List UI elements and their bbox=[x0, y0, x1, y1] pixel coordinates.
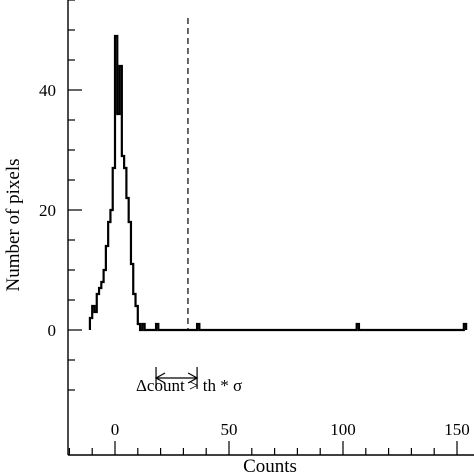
interval-arrow bbox=[154, 367, 199, 389]
x-tick-label: 0 bbox=[111, 420, 120, 439]
y-axis-ticks: 0 20 40 bbox=[39, 0, 82, 391]
plot-frame bbox=[67, 0, 474, 456]
y-tick-label: 20 bbox=[39, 201, 56, 220]
arrow-head-left bbox=[154, 372, 166, 384]
arrow-head-right bbox=[187, 372, 199, 384]
y-tick-label: 0 bbox=[48, 321, 57, 340]
x-tick-label: 50 bbox=[221, 420, 238, 439]
x-tick-label: 150 bbox=[444, 420, 470, 439]
y-axis-title: Number of pixels bbox=[3, 159, 24, 292]
x-axis-ticks: 0 50 100 150 bbox=[68, 420, 470, 455]
x-tick-label: 100 bbox=[330, 420, 356, 439]
x-axis-title: Counts bbox=[243, 456, 297, 474]
histogram-series bbox=[88, 34, 468, 332]
y-tick-label: 40 bbox=[39, 81, 56, 100]
threshold-annotation: Δcount > th * σ bbox=[136, 376, 242, 395]
